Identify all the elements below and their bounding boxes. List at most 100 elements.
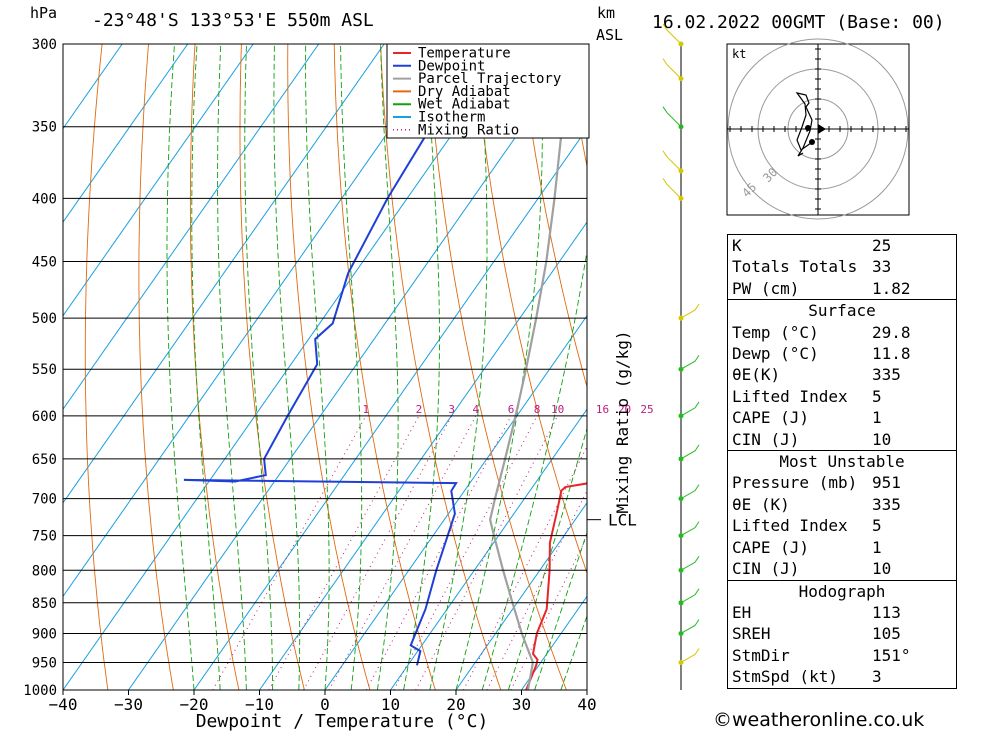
isotherm-line (455, 501, 587, 690)
wet-adiabat-line (481, 247, 587, 690)
isotherm-line (128, 44, 582, 690)
mixing-ratio-label: 16 (596, 403, 609, 416)
surface-label: Dewp (°C) (732, 344, 819, 364)
wind-barb (662, 58, 682, 79)
asl-label: ASL (596, 26, 624, 44)
dry-adiabat-line (380, 44, 502, 690)
most-unstable-value: 10 (872, 559, 892, 579)
index-value: 33 (872, 257, 892, 277)
isotherm-line (390, 408, 587, 690)
mixing-ratio-line (365, 415, 512, 690)
isotherm-line (63, 44, 320, 411)
index-label: K (732, 236, 742, 255)
wind-barb (680, 619, 700, 634)
surface-title: Surface (808, 301, 876, 321)
surface-label: CIN (J) (732, 429, 800, 449)
mixing-ratio-line (486, 489, 587, 690)
legend-entry: Dry Adiabat (418, 84, 511, 100)
surface-row: Temp (°C) 29.8 (728, 322, 956, 343)
isotherm-line (259, 221, 587, 690)
wet-adiabat-line (244, 44, 274, 690)
surface-row: CAPE (J) 1 (728, 407, 956, 428)
surface-value: 1 (872, 408, 882, 428)
hodograph-stat-value: 151° (872, 645, 911, 665)
pressure-tick-label: 500 (32, 311, 57, 327)
hpa-axis-label: hPa (30, 4, 58, 22)
isotherm-line (63, 44, 189, 224)
pressure-tick-label: 650 (32, 452, 57, 468)
most-unstable-row: Pressure (mb) 951 (728, 472, 956, 493)
parcel-trajectory-line (488, 44, 572, 690)
legend-box (386, 43, 590, 139)
pressure-tick-label: 350 (32, 120, 57, 136)
isotherm-line (63, 44, 516, 690)
wet-adiabat-line (191, 44, 221, 690)
x-tick-label: 40 (577, 695, 596, 714)
dry-adiabat-line (84, 44, 109, 690)
x-tick-label: −30 (114, 695, 143, 714)
surface-value: 10 (872, 429, 892, 449)
pressure-tick-label: 750 (32, 529, 57, 545)
mixing-ratio-label: 25 (640, 403, 653, 416)
dry-adiabat-line (138, 44, 174, 690)
wind-barb (662, 106, 682, 128)
mixing-ratio-label: 6 (508, 403, 515, 416)
surface-label: Lifted Index (732, 386, 848, 406)
station-location: -23°48'S 133°53'E 550m ASL (92, 10, 374, 31)
pressure-tick-label: 300 (32, 37, 57, 53)
surface-value: 335 (872, 365, 901, 385)
wind-barb (680, 648, 700, 663)
mixing-ratio-label: 2 (416, 403, 423, 416)
wet-adiabat-line (340, 44, 363, 690)
most-unstable-label: Lifted Index (732, 516, 848, 536)
isotherm-line (193, 127, 587, 690)
hodograph-unit-label: kt (732, 47, 746, 61)
isotherm-line (63, 44, 385, 504)
km-label: km (597, 4, 616, 22)
x-tick-label: −40 (49, 695, 78, 714)
surface-row: θE(K) 335 (728, 364, 956, 385)
isotherm-line (324, 314, 587, 690)
mixing-ratio-label: 20 (618, 403, 631, 416)
pressure-tick-label: 950 (32, 655, 57, 671)
dewpoint-line (183, 44, 506, 666)
pressure-tick-label: 550 (32, 362, 57, 378)
hodograph-trace (795, 92, 813, 157)
pressure-tick-label: 700 (32, 492, 57, 508)
plot-frame (62, 43, 588, 691)
wind-barb (680, 303, 700, 319)
x-tick-label: −10 (245, 695, 274, 714)
hodograph-stat-label: StmDir (732, 645, 790, 665)
lcl-label: LCL (608, 511, 637, 530)
index-value: 25 (872, 236, 892, 255)
surface-value: 11.8 (872, 344, 911, 364)
most-unstable-value: 1 (872, 537, 882, 557)
x-tick-label: 0 (320, 695, 330, 714)
wind-barb (680, 401, 700, 417)
pressure-tick-label: 600 (32, 409, 57, 425)
most-unstable-value: 335 (872, 494, 901, 514)
dry-adiabat-line (239, 44, 305, 690)
surface-row: Lifted Index 5 (728, 386, 956, 407)
most-unstable-row: CIN (J) 10 (728, 558, 956, 579)
legend-entry: Parcel Trajectory (418, 71, 561, 87)
hodograph-stat-label: SREH (732, 624, 771, 644)
wet-adiabat-line (376, 44, 399, 690)
wet-adiabat-line (217, 44, 247, 690)
pressure-tick-label: 400 (32, 191, 57, 207)
isotherm-line (63, 44, 123, 130)
pressure-tick-label: 450 (32, 255, 57, 271)
pressure-tick-label: 850 (32, 596, 57, 612)
wind-barb (662, 178, 682, 199)
hodograph-title: Hodograph (798, 581, 886, 601)
most-unstable-row: Lifted Index 5 (728, 515, 956, 536)
mixing-ratio-label: 4 (473, 403, 480, 416)
wet-adiabat-line (455, 44, 543, 690)
surface-row: Dewp (°C) 11.8 (728, 343, 956, 364)
hodograph-stat-row: StmDir 151° (728, 645, 956, 666)
dry-adiabat-line (519, 44, 587, 389)
wind-barb (662, 23, 682, 45)
mixing-ratio-line (303, 415, 453, 690)
